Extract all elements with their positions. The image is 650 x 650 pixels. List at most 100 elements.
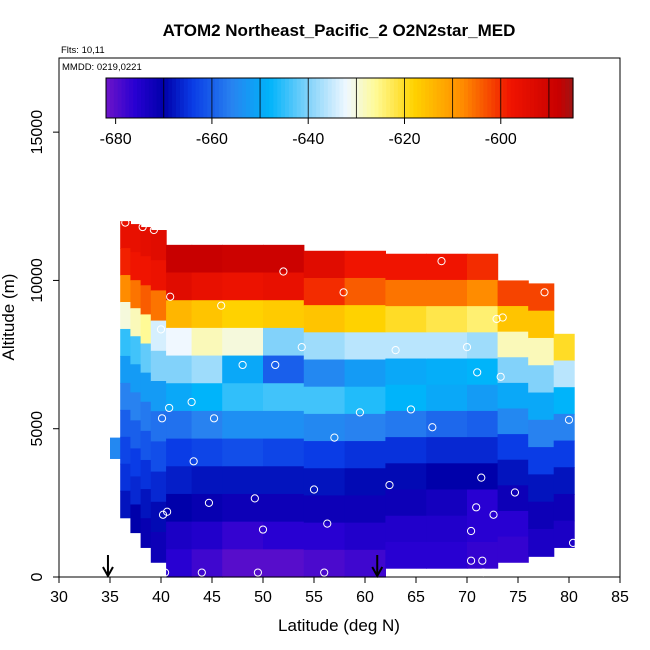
colorbar-swatch	[390, 78, 395, 118]
sample-point	[204, 498, 214, 507]
heatmap-cell	[385, 515, 427, 543]
heatmap-cell	[222, 300, 264, 329]
heatmap-cell	[140, 227, 152, 257]
colorbar-swatch	[386, 78, 391, 118]
sample-point	[477, 473, 486, 482]
colorbar-swatch	[378, 78, 383, 118]
heatmap-cell	[130, 308, 142, 337]
colorbar-swatch	[121, 78, 127, 118]
heatmap-cell	[191, 327, 223, 357]
heatmap-cell	[120, 221, 131, 249]
colorbar-swatch	[534, 78, 539, 118]
heatmap-cell	[150, 471, 167, 503]
colorbar-swatch	[475, 78, 481, 118]
colorbar-swatch	[537, 78, 543, 118]
heatmap-cell	[191, 466, 223, 495]
heatmap-cell	[528, 392, 555, 421]
heatmap-cell	[344, 522, 386, 551]
heatmap-cell	[426, 332, 468, 360]
sample-point	[540, 288, 549, 297]
heatmap-cell	[120, 301, 131, 330]
heatmap-cell	[166, 466, 193, 495]
heatmap-cell	[344, 386, 386, 415]
colorbar-swatch	[156, 78, 162, 118]
sample-point	[253, 568, 262, 577]
colorbar-swatch	[137, 78, 142, 118]
heatmap-cell	[497, 510, 529, 538]
colorbar-swatch	[467, 78, 473, 118]
y-tick-label: 15000	[29, 110, 46, 155]
heatmap-cell	[263, 355, 305, 384]
heatmap-cell	[467, 437, 499, 464]
heatmap-cell	[467, 515, 499, 543]
colorbar-swatch	[246, 78, 251, 118]
sample-point	[478, 556, 487, 565]
heatmap-cell	[467, 463, 499, 491]
sample-markers	[121, 218, 578, 577]
colorbar-swatch	[164, 78, 169, 118]
colorbar-swatch	[281, 78, 286, 118]
heatmap-cell	[553, 360, 575, 388]
colorbar-swatch	[421, 78, 426, 118]
x-tick-label: 60	[356, 589, 374, 606]
colorbar-swatch	[545, 78, 551, 118]
heatmap-cell	[166, 327, 193, 357]
colorbar-swatch	[440, 78, 446, 118]
sample-point	[149, 225, 158, 235]
colorbar-swatch	[191, 78, 197, 118]
heatmap-cell	[528, 365, 555, 394]
heatmap-cell	[303, 386, 346, 415]
heatmap-cell	[385, 384, 427, 412]
heatmap-cell	[385, 437, 427, 464]
heatmap-cell	[467, 384, 499, 412]
heatmap-cell	[150, 260, 167, 292]
heatmap-cell	[303, 441, 346, 469]
heatmap-cell	[528, 283, 555, 312]
x-tick-label: 65	[407, 589, 425, 606]
heatmap-cell	[150, 230, 167, 261]
heatmap-cell	[553, 333, 575, 362]
heatmap-cell	[344, 277, 386, 306]
colorbar-swatch	[187, 78, 193, 118]
colorbar-swatch	[277, 78, 282, 118]
heatmap-cell	[303, 359, 346, 388]
sample-point	[385, 480, 394, 490]
heatmap-cell	[426, 279, 468, 307]
sample-point	[166, 292, 175, 301]
colorbar-swatch	[323, 78, 329, 118]
heatmap-cell	[191, 355, 223, 384]
sample-point	[466, 526, 476, 536]
x-tick-label: 45	[203, 589, 221, 606]
heatmap-cell	[130, 476, 142, 506]
colorbar-swatch	[238, 78, 243, 118]
heatmap-cell	[497, 280, 529, 307]
chart-title: ATOM2 Northeast_Pacific_2 O2N2star_MED	[163, 21, 516, 40]
colorbar-swatch	[242, 78, 247, 118]
heatmap-cell	[263, 466, 305, 495]
colorbar-swatch	[351, 78, 356, 118]
colorbar-swatch	[514, 78, 520, 118]
heatmap-cell	[166, 410, 193, 440]
sample-point	[479, 568, 488, 577]
x-tick-label: 55	[305, 589, 323, 606]
colorbar-swatch	[432, 78, 438, 118]
heatmap-cell	[263, 383, 305, 412]
colorbar-swatch	[273, 78, 278, 118]
sample-point	[323, 519, 332, 528]
sample-point	[121, 218, 130, 227]
colorbar-swatch	[444, 78, 450, 118]
heatmap-cell	[426, 489, 468, 517]
colorbar-swatch	[152, 78, 158, 118]
colorbar-swatch	[436, 78, 442, 118]
heatmap-cell	[120, 355, 131, 384]
colorbar-swatch	[448, 78, 453, 118]
heatmap-cell	[222, 410, 264, 440]
colorbar-swatch	[195, 78, 200, 118]
colorbar-swatch	[343, 78, 348, 118]
colorbar-swatch	[296, 78, 302, 118]
heatmap-cell	[191, 549, 223, 578]
x-tick-label: 40	[152, 589, 170, 606]
heatmap-cell	[263, 300, 305, 329]
heatmap-cell	[426, 410, 468, 438]
colorbar: -680 -660 -640 -620 -600	[100, 77, 574, 148]
